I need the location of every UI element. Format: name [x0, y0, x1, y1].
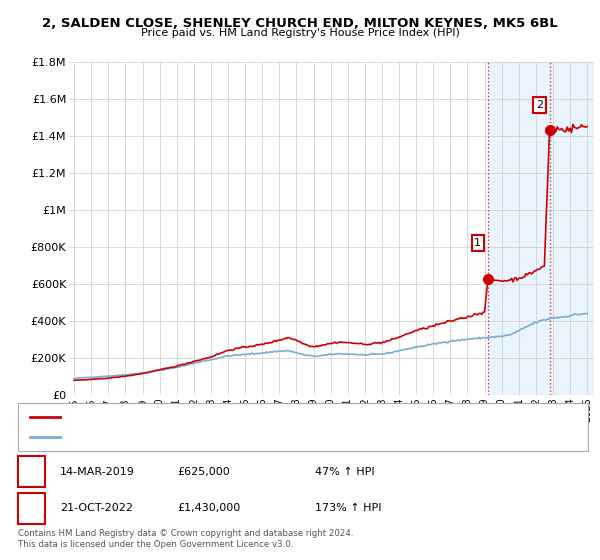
Text: Contains HM Land Registry data © Crown copyright and database right 2024.
This d: Contains HM Land Registry data © Crown c…: [18, 529, 353, 549]
Text: 14-MAR-2019: 14-MAR-2019: [60, 467, 135, 477]
Text: Price paid vs. HM Land Registry's House Price Index (HPI): Price paid vs. HM Land Registry's House …: [140, 28, 460, 38]
Text: 2, SALDEN CLOSE, SHENLEY CHURCH END, MILTON KEYNES, MK5 6BL: 2, SALDEN CLOSE, SHENLEY CHURCH END, MIL…: [42, 17, 558, 30]
Text: 21-OCT-2022: 21-OCT-2022: [60, 503, 133, 513]
Text: HPI: Average price, detached house, Milton Keynes: HPI: Average price, detached house, Milt…: [66, 433, 308, 442]
Text: 2, SALDEN CLOSE, SHENLEY CHURCH END, MILTON KEYNES, MK5 6BL (detached house): 2, SALDEN CLOSE, SHENLEY CHURCH END, MIL…: [66, 412, 479, 421]
Text: 2: 2: [28, 502, 35, 515]
Text: £625,000: £625,000: [177, 467, 230, 477]
Text: 1: 1: [28, 465, 35, 478]
Bar: [488, 62, 594, 395]
Text: 2: 2: [536, 100, 543, 110]
Text: £1,430,000: £1,430,000: [177, 503, 240, 513]
Text: 173% ↑ HPI: 173% ↑ HPI: [315, 503, 382, 513]
Text: 47% ↑ HPI: 47% ↑ HPI: [315, 467, 374, 477]
Text: 1: 1: [474, 238, 481, 248]
